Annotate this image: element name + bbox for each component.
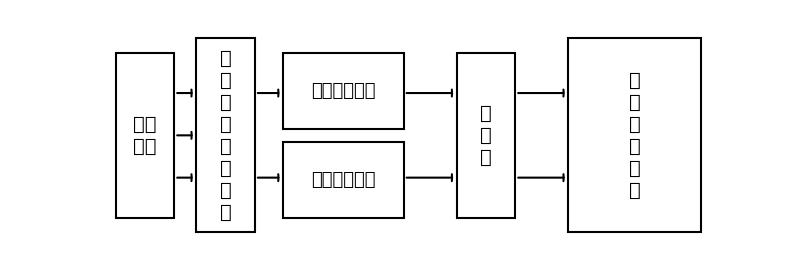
Bar [283, 53, 404, 129]
Text: 总
线
信
号
输
出: 总 线 信 号 输 出 [629, 71, 641, 200]
Text: 温度采样电路: 温度采样电路 [311, 82, 376, 100]
Text: 原始
信号: 原始 信号 [133, 115, 157, 156]
Bar [115, 53, 174, 218]
Text: 电压采样电路: 电压采样电路 [311, 171, 376, 189]
Text: 采
样
信
号
调
理
电
路: 采 样 信 号 调 理 电 路 [220, 49, 231, 222]
Bar [457, 53, 515, 218]
Bar [283, 142, 404, 218]
Text: 单
片
机: 单 片 机 [480, 104, 492, 167]
Bar [196, 38, 255, 232]
Bar [568, 38, 702, 232]
